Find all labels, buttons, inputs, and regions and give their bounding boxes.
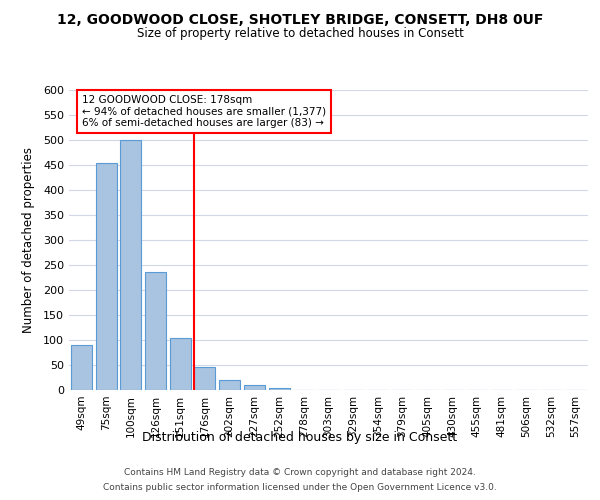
Text: Contains public sector information licensed under the Open Government Licence v3: Contains public sector information licen…: [103, 483, 497, 492]
Bar: [145, 272, 166, 390]
Bar: [269, 388, 290, 390]
Bar: [244, 384, 265, 390]
Bar: [194, 367, 215, 390]
Text: Contains HM Land Registry data © Crown copyright and database right 2024.: Contains HM Land Registry data © Crown c…: [124, 468, 476, 477]
Y-axis label: Number of detached properties: Number of detached properties: [22, 147, 35, 333]
Bar: [120, 140, 141, 390]
Text: 12, GOODWOOD CLOSE, SHOTLEY BRIDGE, CONSETT, DH8 0UF: 12, GOODWOOD CLOSE, SHOTLEY BRIDGE, CONS…: [57, 12, 543, 26]
Bar: [71, 345, 92, 390]
Bar: [95, 162, 116, 390]
Bar: [219, 380, 240, 390]
Text: Size of property relative to detached houses in Consett: Size of property relative to detached ho…: [137, 28, 463, 40]
Text: 12 GOODWOOD CLOSE: 178sqm
← 94% of detached houses are smaller (1,377)
6% of sem: 12 GOODWOOD CLOSE: 178sqm ← 94% of detac…: [82, 95, 326, 128]
Bar: [170, 338, 191, 390]
Text: Distribution of detached houses by size in Consett: Distribution of detached houses by size …: [142, 431, 458, 444]
